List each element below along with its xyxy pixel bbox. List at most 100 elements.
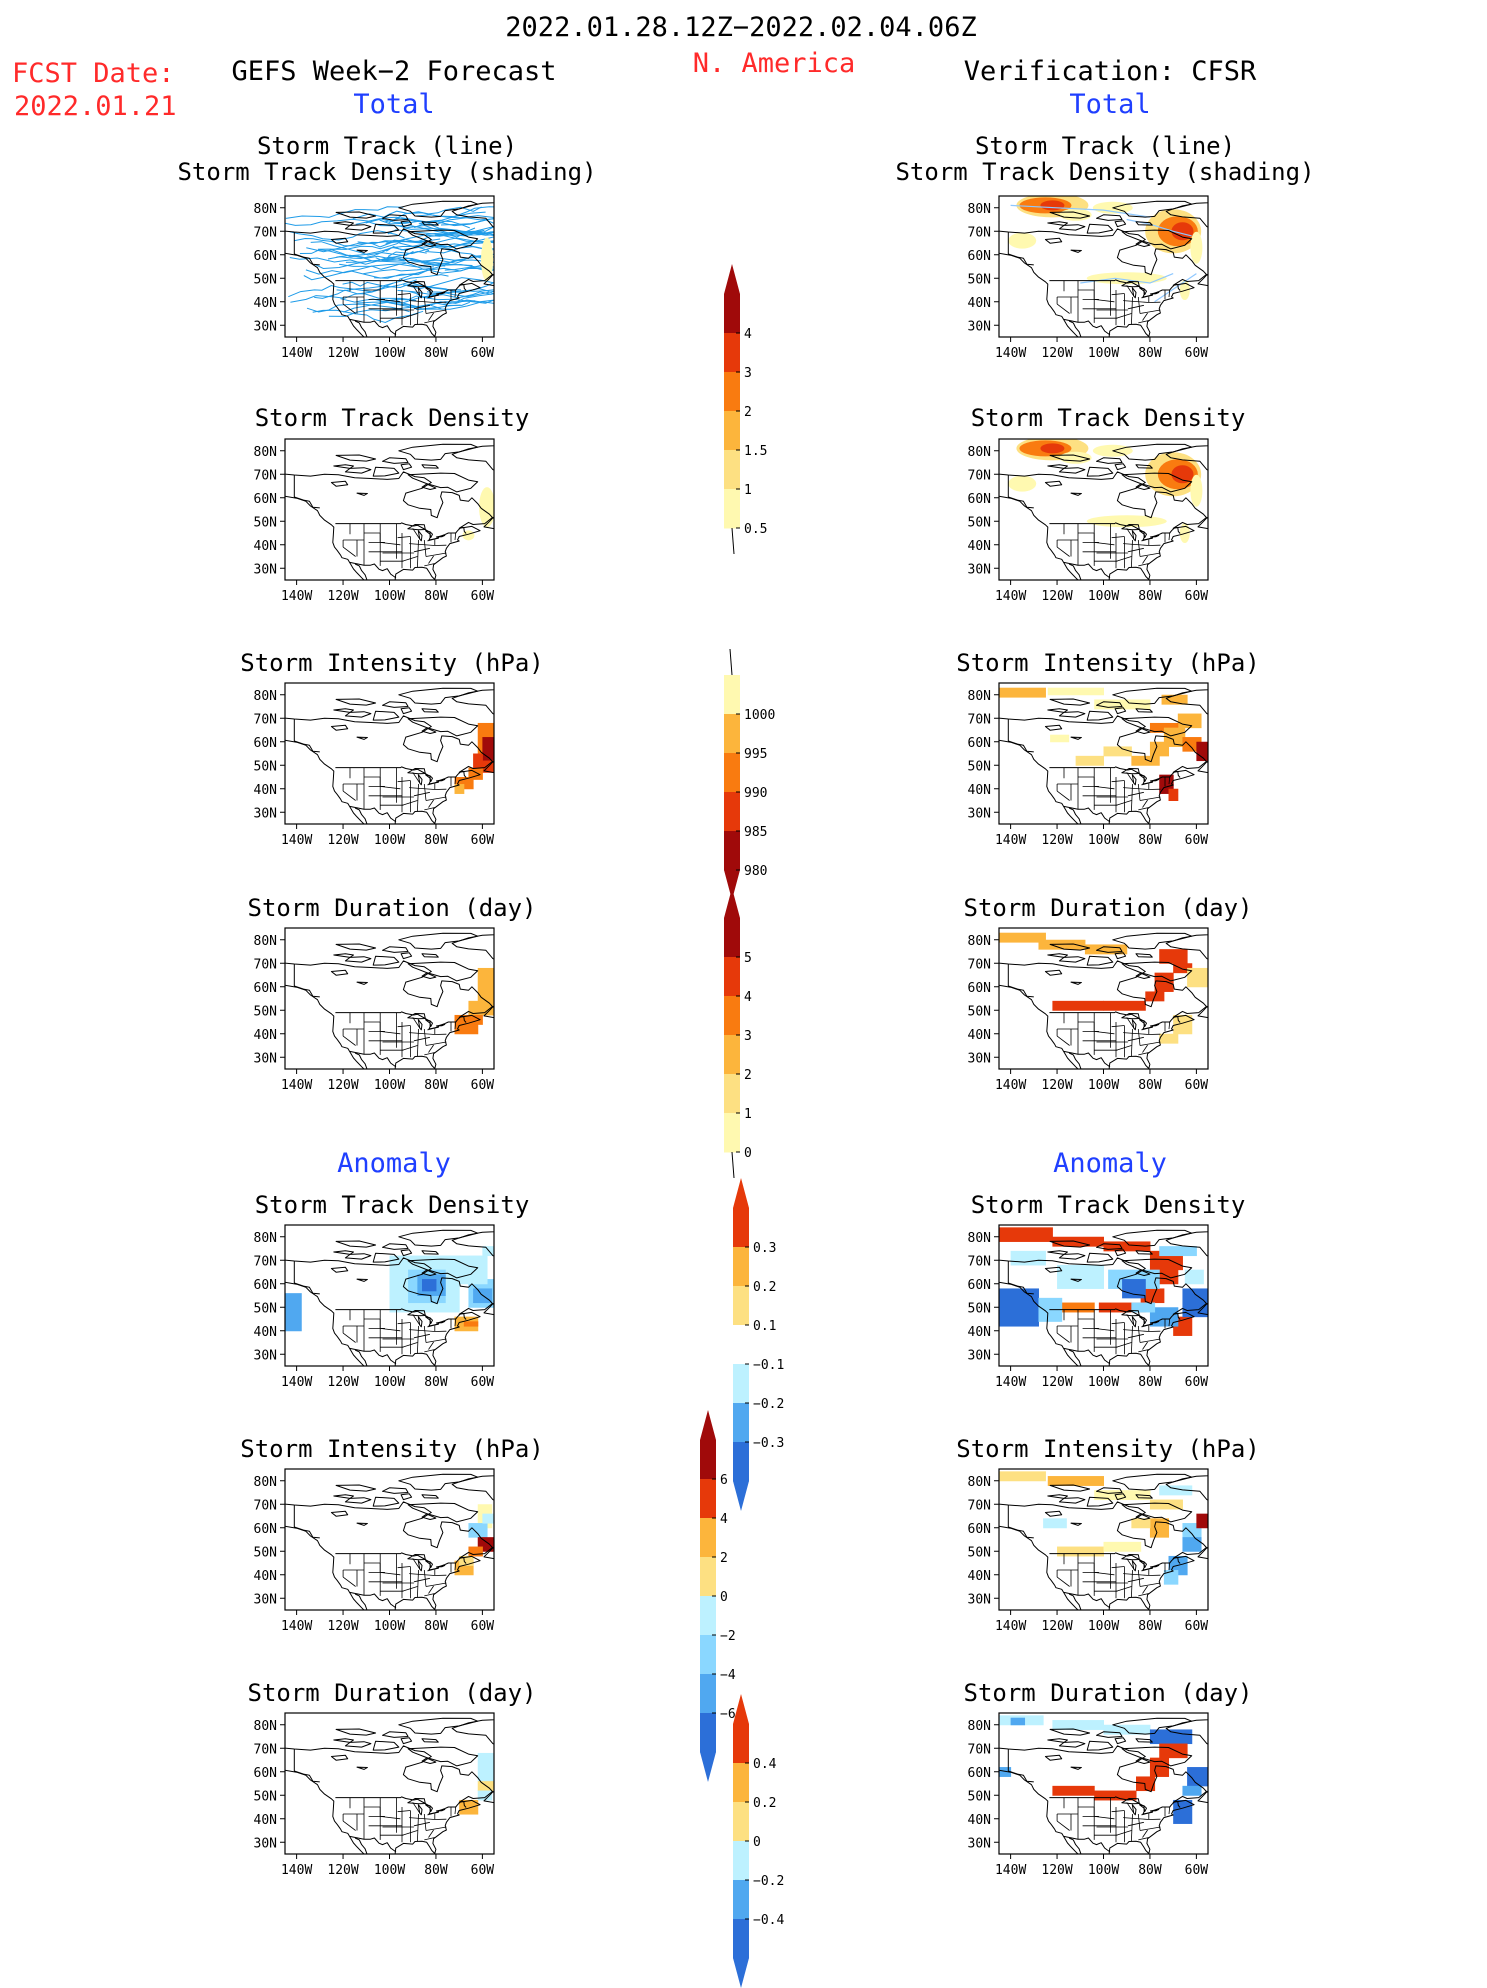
lat-tick-label: 80N [254, 1231, 277, 1246]
colorbar-tick-label: 990 [744, 786, 767, 801]
lon-tick-label: 100W [1088, 1619, 1119, 1634]
lat-tick-label: 40N [254, 296, 277, 311]
lat-tick-label: 30N [968, 562, 991, 577]
colorbar-intensity: 1000 995 990 985 980 [724, 645, 794, 900]
lon-tick-label: 140W [281, 1078, 312, 1093]
lat-tick-label: 60N [968, 1278, 991, 1293]
title-fcst-intensity: Storm Intensity (hPa) [240, 649, 544, 677]
lat-tick-label: 60N [254, 1522, 277, 1537]
lon-tick-label: 60W [1185, 1375, 1209, 1390]
map-fcst-storm-track: 80N 70N 60N 50N 40N 30N 140W 120W 100W 80W 60W [245, 186, 514, 367]
lon-tick-label: 80W [424, 833, 448, 848]
lon-tick-label: 100W [374, 1375, 405, 1390]
lon-tick-label: 120W [327, 833, 358, 848]
lon-tick-label: 140W [995, 1078, 1026, 1093]
colorbar-tick-label: 6 [720, 1473, 728, 1488]
colorbar-tick-label: 985 [744, 825, 767, 840]
colorbar-density: 4 3 2 1.5 1 0.5 [724, 264, 794, 558]
lon-tick-label: 80W [1138, 1619, 1162, 1634]
title-verif-intensity: Storm Intensity (hPa) [956, 649, 1260, 677]
lon-tick-label: 80W [1138, 589, 1162, 604]
lat-tick-label: 70N [968, 468, 991, 483]
colorbar-tick-label: 995 [744, 747, 767, 762]
lon-tick-label: 60W [471, 1078, 495, 1093]
colorbar-tick-label: −4 [720, 1668, 736, 1683]
lon-tick-label: 100W [1088, 346, 1119, 361]
lat-tick-label: 80N [968, 1719, 991, 1734]
lon-tick-label: 60W [1185, 1078, 1209, 1093]
lat-tick-label: 60N [254, 1278, 277, 1293]
lat-tick-label: 40N [254, 1028, 277, 1043]
lat-tick-label: 80N [968, 1231, 991, 1246]
lon-tick-label: 120W [1041, 589, 1072, 604]
lat-tick-label: 40N [968, 1569, 991, 1584]
colorbar-tick-label: 3 [744, 1029, 752, 1044]
colorbar-tick-label: 4 [720, 1512, 728, 1527]
lat-tick-label: 50N [254, 515, 277, 530]
colorbar-tick-label: 5 [744, 951, 752, 966]
colorbar-tick-label: 1000 [744, 708, 775, 723]
lon-tick-label: 140W [995, 589, 1026, 604]
lat-tick-label: 80N [968, 445, 991, 460]
lon-tick-label: 80W [424, 1375, 448, 1390]
lat-tick-label: 30N [254, 1836, 277, 1851]
map-fcst-anom-duration: 80N 70N 60N 50N 40N 30N 140W 120W 100W 80W 60W [245, 1703, 514, 1884]
lat-tick-label: 40N [968, 296, 991, 311]
lat-tick-label: 60N [968, 492, 991, 507]
lat-tick-label: 40N [968, 1028, 991, 1043]
lon-tick-label: 100W [1088, 1375, 1119, 1390]
lat-tick-label: 60N [968, 736, 991, 751]
lon-tick-label: 80W [1138, 346, 1162, 361]
lon-tick-label: 100W [1088, 833, 1119, 848]
colorbar-tick-label: −2 [720, 1629, 736, 1644]
colorbar-tick-label: 0.1 [753, 1319, 776, 1334]
lon-tick-label: 140W [281, 346, 312, 361]
lon-tick-label: 140W [995, 1619, 1026, 1634]
lat-tick-label: 80N [254, 1475, 277, 1490]
lat-tick-label: 50N [968, 515, 991, 530]
lon-tick-label: 120W [1041, 1078, 1072, 1093]
colorbar-tick-label: 4 [744, 327, 752, 342]
lon-tick-label: 140W [995, 1375, 1026, 1390]
lat-tick-label: 40N [968, 1325, 991, 1340]
lat-tick-label: 80N [968, 689, 991, 704]
lat-tick-label: 40N [968, 783, 991, 798]
colorbar-tick-label: 1 [744, 1107, 752, 1122]
colorbar-tick-label: −0.2 [753, 1874, 784, 1889]
forecast-column-title: GEFS Week−2 Forecast [231, 56, 557, 87]
colorbar-tick-label: 2 [744, 1068, 752, 1083]
lat-tick-label: 80N [254, 689, 277, 704]
verification-column-title: Verification: CFSR [963, 56, 1257, 87]
lon-tick-label: 140W [281, 1863, 312, 1878]
title-fcst-anom-intensity: Storm Intensity (hPa) [240, 1435, 544, 1463]
lat-tick-label: 80N [254, 1719, 277, 1734]
colorbar-tick-label: 0 [720, 1590, 728, 1605]
lon-tick-label: 120W [1041, 1619, 1072, 1634]
lon-tick-label: 60W [1185, 346, 1209, 361]
lon-tick-label: 60W [1185, 833, 1209, 848]
lat-tick-label: 70N [254, 225, 277, 240]
lat-tick-label: 30N [968, 1592, 991, 1607]
lon-tick-label: 60W [1185, 1619, 1209, 1634]
colorbar-tick-label: 0.3 [753, 1241, 776, 1256]
lat-tick-label: 70N [968, 1742, 991, 1757]
colorbar-tick-label: 2 [720, 1551, 728, 1566]
lon-tick-label: 60W [1185, 589, 1209, 604]
lon-tick-label: 100W [1088, 1078, 1119, 1093]
lat-tick-label: 60N [968, 1522, 991, 1537]
lat-tick-label: 40N [254, 1569, 277, 1584]
lon-tick-label: 140W [281, 589, 312, 604]
lon-tick-label: 80W [424, 1078, 448, 1093]
lon-tick-label: 140W [281, 833, 312, 848]
title-verif-track-line: Storm Track (line) [974, 132, 1236, 160]
period-title: 2022.01.28.12Z−2022.02.04.06Z [505, 12, 977, 43]
lon-tick-label: 80W [1138, 1078, 1162, 1093]
lon-tick-label: 100W [1088, 589, 1119, 604]
map-verif-duration: 80N 70N 60N 50N 40N 30N 140W 120W 100W 80W 60W [959, 918, 1228, 1099]
lat-tick-label: 60N [254, 492, 277, 507]
lon-tick-label: 120W [327, 1863, 358, 1878]
colorbar-tick-label: 2 [744, 405, 752, 420]
lat-tick-label: 60N [968, 249, 991, 264]
region-title: N. America [692, 48, 856, 79]
title-fcst-anom-density: Storm Track Density [254, 1191, 530, 1219]
